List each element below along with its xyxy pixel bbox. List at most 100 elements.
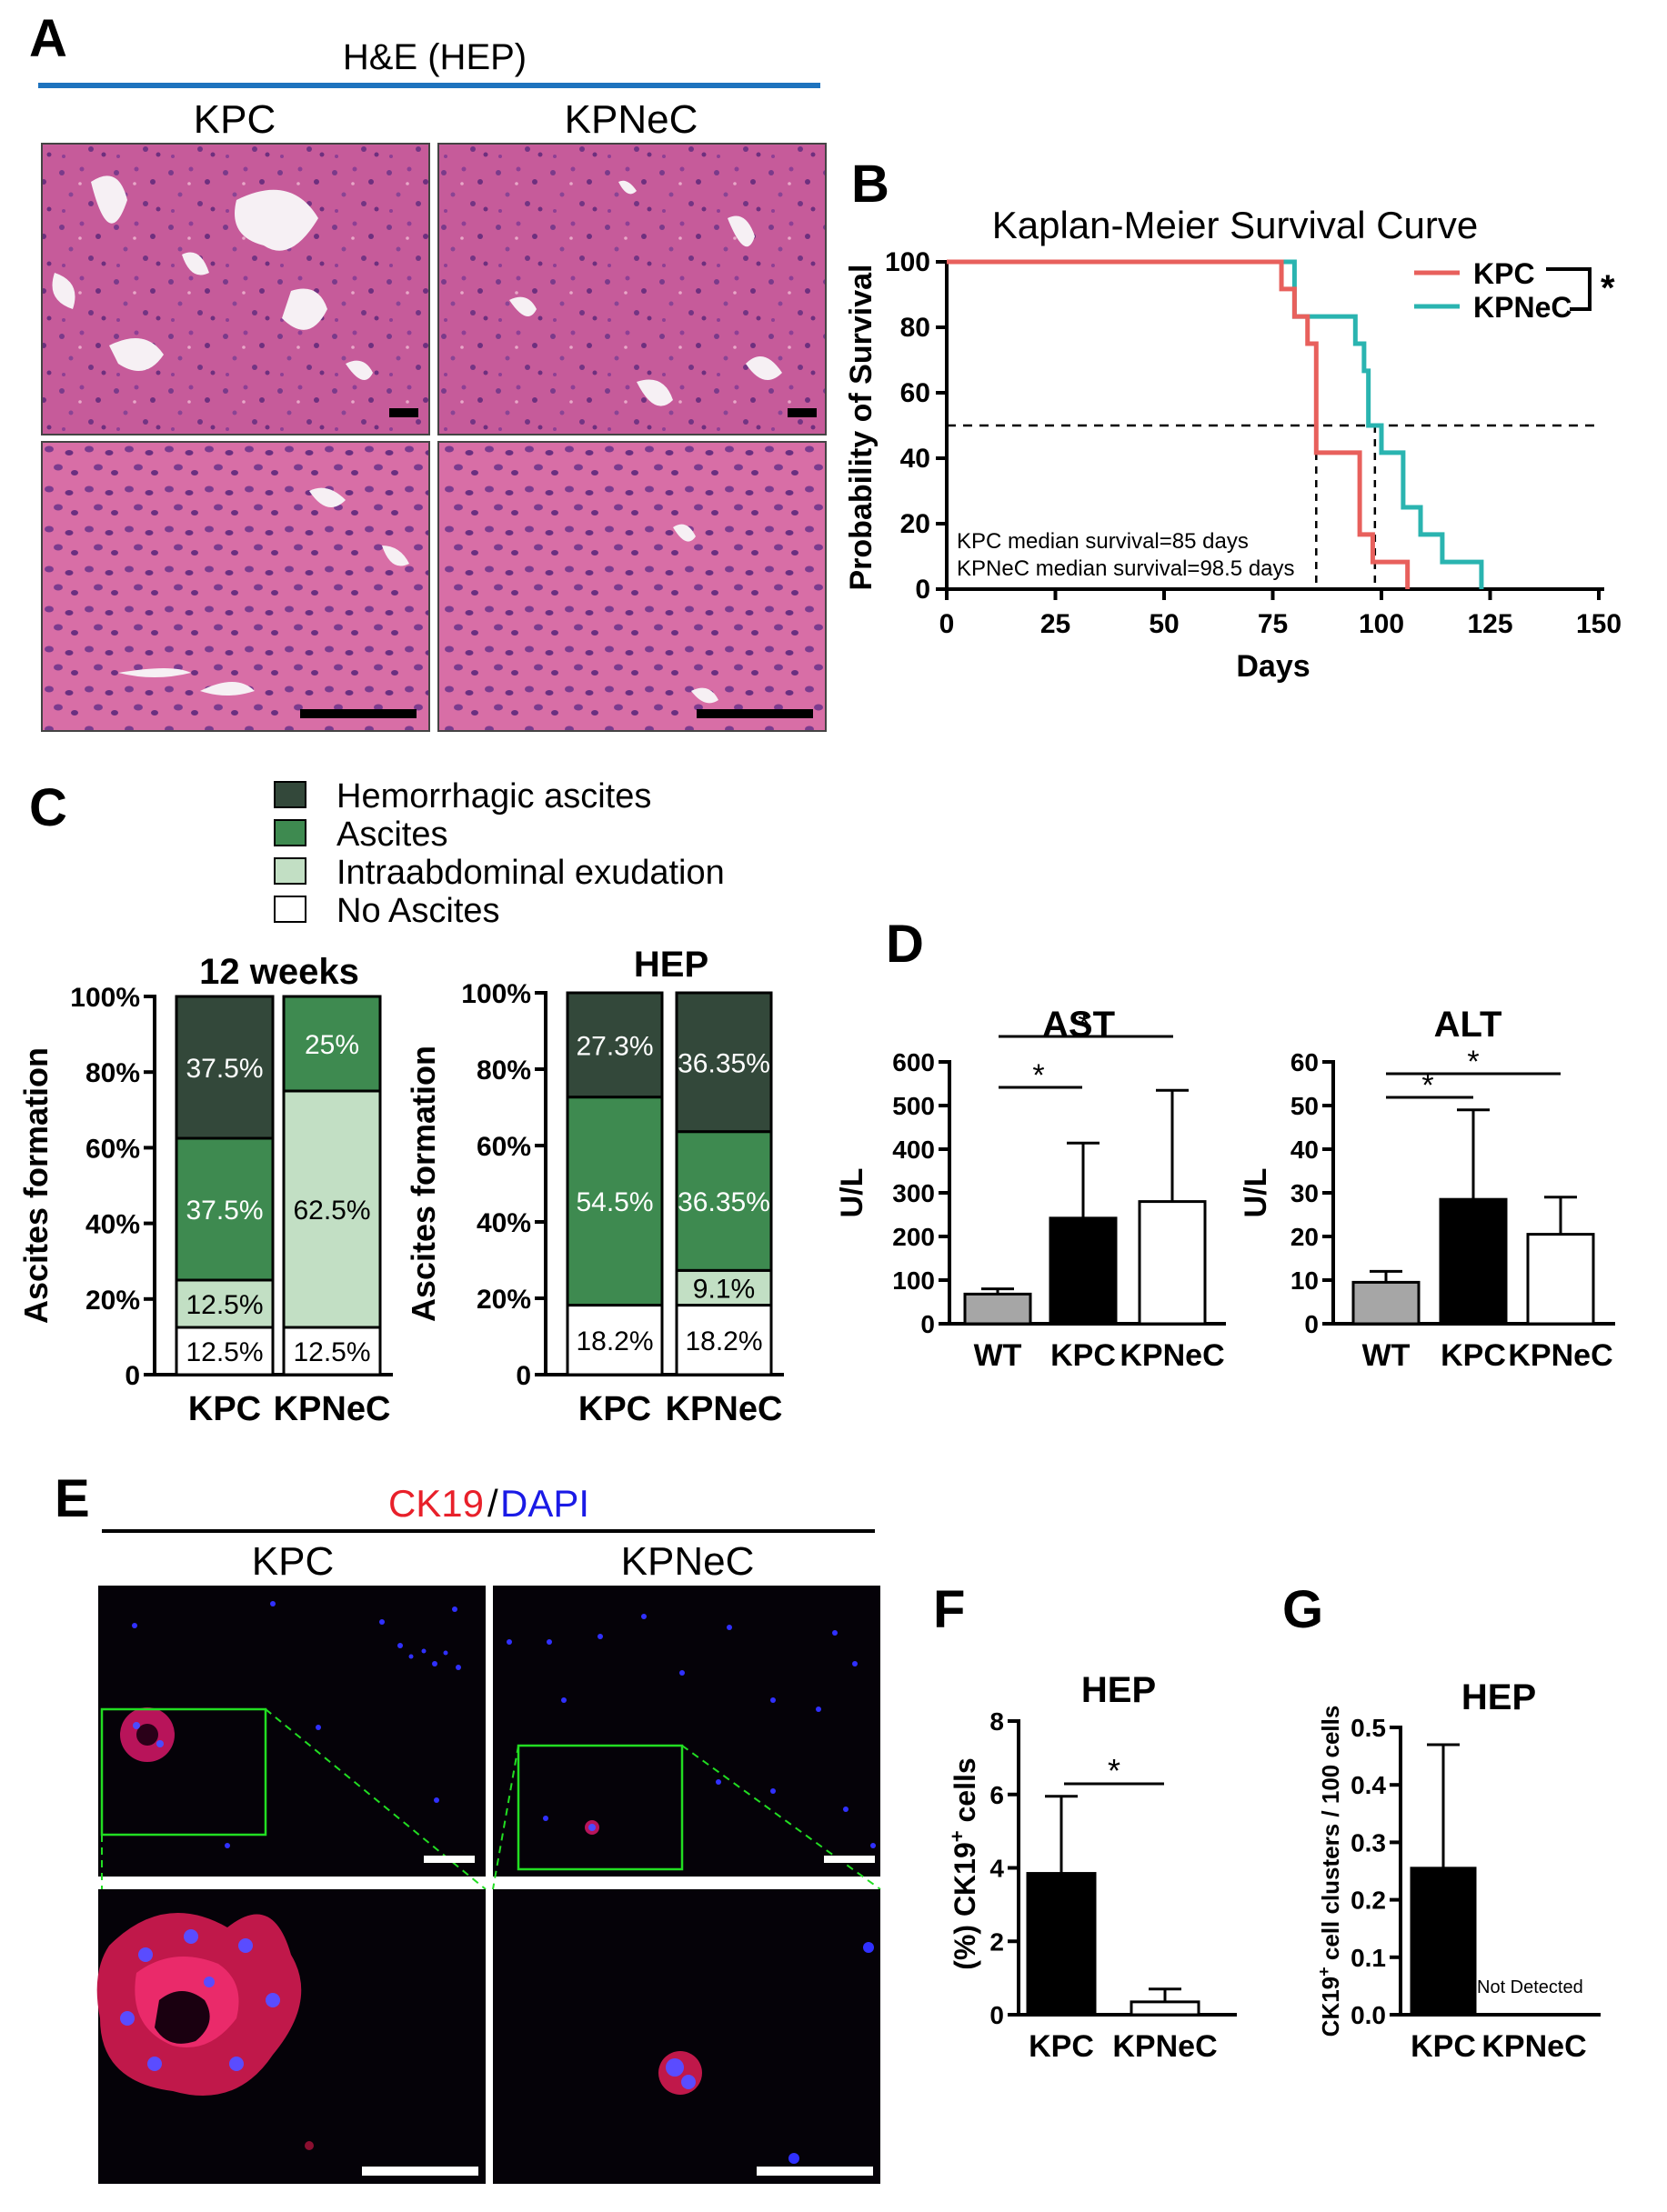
y-tick-label: 0.3 (1351, 1828, 1386, 1857)
he-image-kpnec-high (437, 441, 827, 732)
ck19-clusters-chart: HEP 0.0 0.1 0.2 0.3 0.4 0.5 KPC KPNeC CK19+ cell … (1315, 1677, 1601, 2064)
significance-star: * (1421, 1068, 1433, 1103)
y-tick-label: 600 (892, 1048, 935, 1076)
legend-hemorrhagic-label: Hemorrhagic ascites (336, 777, 651, 816)
kpc-survival-curve (947, 259, 1411, 589)
y-tick-label: 6 (989, 1781, 1004, 1809)
if-image-kpnec-low (492, 1586, 881, 1890)
ascites-chart-12-weeks: 12 weeks 0 20% 40% 60% 80% 100% Ascites formati… (17, 952, 393, 1428)
legend-significance-star: * (1601, 268, 1615, 308)
significance-star: * (1078, 1007, 1090, 1042)
y-tick-label: 30 (1290, 1179, 1319, 1207)
kpnec-median-annotation: KPNeC median survival=98.5 days (957, 556, 1295, 581)
stacked-segment (675, 991, 773, 1134)
x-tick-label: KPNeC (1481, 2029, 1586, 2064)
bar (1351, 1280, 1421, 1326)
y-tick-label: 300 (892, 1179, 935, 1207)
y-tick-label: 400 (892, 1136, 935, 1164)
y-tick-label: 0 (920, 1310, 935, 1338)
legend-ascites-label: Ascites (336, 816, 447, 854)
y-tick-label: 80% (477, 1056, 531, 1086)
if-image-kpc-low (98, 1586, 487, 1890)
panel-e-title-sep: / (487, 1482, 498, 1525)
panel-f-label: F (933, 1580, 965, 1639)
segment-label: 37.5% (186, 1054, 263, 1084)
y-tick-label: 60% (85, 1134, 140, 1164)
y-tick-label: 20% (477, 1285, 531, 1315)
alt-chart: ALT 0 10 20 30 40 50 60 WT KPC KPNeC U/L * * (1239, 1005, 1615, 1373)
stacked-segment (282, 1089, 382, 1329)
bar (1138, 1200, 1207, 1326)
he-image-kpnec-low (437, 143, 827, 435)
survival-x-tick-label: 0 (939, 609, 955, 639)
bar (1130, 2000, 1200, 2017)
y-tick-label: 0.5 (1351, 1714, 1386, 1742)
y-tick-label: 20 (1290, 1223, 1319, 1251)
significance-star: * (1467, 1045, 1479, 1079)
segment-label: 18.2% (576, 1326, 653, 1356)
y-tick-label: 0 (989, 2001, 1004, 2029)
y-tick-label: 0.4 (1351, 1771, 1386, 1799)
x-tick-label: KPNeC (666, 1390, 783, 1428)
legend-kpc-label: KPC (1473, 257, 1535, 290)
segment-label: 12.5% (293, 1337, 370, 1367)
bar (1526, 1233, 1595, 1326)
survival-y-tick-label: 100 (885, 247, 930, 277)
segment-label: 25% (305, 1030, 359, 1060)
stacked-segment (566, 1304, 664, 1376)
chart-title: HEP (634, 945, 708, 985)
kpc-median-annotation: KPC median survival=85 days (957, 529, 1249, 554)
x-tick-label: KPC (188, 1390, 261, 1428)
y-tick-label: 40 (1290, 1136, 1319, 1164)
y-tick-label: 60% (477, 1132, 531, 1162)
legend-hemorrhagic-swatch (274, 781, 306, 808)
panel-a-label: A (29, 9, 67, 68)
panel-e-col-kpnec: KPNeC (621, 1539, 755, 1584)
chart-title: 12 weeks (199, 952, 359, 992)
panel-c-legend: Hemorrhagic ascites Ascites Intraabdomin… (274, 777, 725, 930)
panel-d-label: D (886, 915, 924, 974)
x-tick-label: KPNeC (274, 1390, 391, 1428)
y-tick-label: 200 (892, 1223, 935, 1251)
segment-label: 18.2% (685, 1326, 762, 1356)
bar (1026, 1872, 1097, 2017)
legend-ascites-swatch (274, 819, 306, 846)
y-tick-label: 80% (85, 1058, 140, 1088)
y-axis-label: Ascites formation (405, 1046, 442, 1322)
bar (1439, 1197, 1508, 1326)
x-tick-label: KPC (578, 1390, 651, 1428)
stacked-segment (175, 1278, 275, 1329)
segment-label: 37.5% (186, 1196, 263, 1226)
not-detected-annotation: Not Detected (1477, 1977, 1583, 1997)
x-tick-label: KPNeC (1508, 1338, 1612, 1373)
significance-star: * (1108, 1752, 1120, 1789)
segment-label: 36.35% (678, 1187, 770, 1217)
y-tick-label: 40% (477, 1208, 531, 1238)
x-tick-label: KPC (1441, 1338, 1506, 1373)
survival-y-tick-label: 20 (900, 509, 930, 539)
survival-x-tick-label: 75 (1258, 609, 1288, 639)
chart-title: ALT (1434, 1005, 1502, 1045)
segment-label: 12.5% (186, 1290, 263, 1320)
y-tick-label: 0.1 (1351, 1944, 1386, 1972)
y-tick-label: 10 (1290, 1266, 1319, 1295)
legend-kpnec-label: KPNeC (1473, 291, 1572, 324)
bar (1049, 1216, 1118, 1326)
survival-x-tick-label: 25 (1040, 609, 1070, 639)
stacked-segment (675, 1304, 773, 1376)
y-tick-label: 2 (989, 1927, 1004, 1956)
chart-title: HEP (1461, 1677, 1536, 1717)
stacked-segment (175, 995, 275, 1140)
chart-title: HEP (1081, 1670, 1156, 1710)
stacked-segment (282, 995, 382, 1093)
y-tick-label: 60 (1290, 1048, 1319, 1076)
legend-none-label: No Ascites (336, 892, 500, 930)
y-tick-label: 100% (461, 979, 531, 1009)
survival-y-label: Probability of Survival (844, 265, 879, 591)
ast-chart: AST 0 100 200 300 400 500 600 WT KPC KPNeC U/L * * (835, 1005, 1226, 1373)
y-tick-label: 0 (516, 1361, 531, 1391)
panel-a-title: H&E (HEP) (343, 37, 527, 77)
survival-x-tick-label: 100 (1359, 609, 1404, 639)
y-tick-label: 0.0 (1351, 2001, 1386, 2029)
legend-exudation-label: Intraabdominal exudation (336, 854, 725, 892)
